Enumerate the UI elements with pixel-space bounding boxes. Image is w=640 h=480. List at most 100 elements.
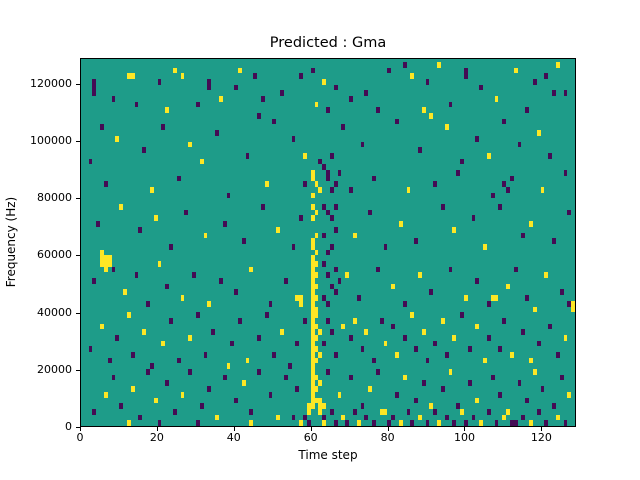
x-tick-label: 100 xyxy=(453,431,475,444)
heatmap-cell xyxy=(326,272,330,279)
heatmap-cell xyxy=(318,403,323,409)
heatmap-cell xyxy=(314,232,319,239)
heatmap-cell xyxy=(536,408,541,415)
heatmap-cell xyxy=(329,187,334,193)
heatmap-cell xyxy=(257,369,261,375)
heatmap-cell xyxy=(563,420,568,426)
heatmap-cell xyxy=(517,380,522,387)
heatmap-cell xyxy=(509,420,514,426)
heatmap-cell xyxy=(188,369,193,375)
heatmap-cell xyxy=(249,408,254,415)
heatmap-cell xyxy=(425,357,430,364)
heatmap-cell xyxy=(203,232,208,239)
heatmap-cell xyxy=(314,346,319,353)
heatmap-cell xyxy=(188,334,193,341)
heatmap-cell xyxy=(406,187,411,193)
heatmap-cell xyxy=(103,255,108,261)
heatmap-cell xyxy=(460,408,464,415)
heatmap-cell xyxy=(555,414,560,421)
heatmap-cell xyxy=(498,391,503,398)
heatmap-cell xyxy=(157,78,162,85)
heatmap-cell xyxy=(310,397,315,404)
heatmap-cell xyxy=(230,340,235,347)
heatmap-cell xyxy=(172,67,177,74)
heatmap-cell xyxy=(414,397,418,404)
heatmap-cell xyxy=(314,261,319,267)
heatmap-cell xyxy=(310,255,315,261)
heatmap-cell xyxy=(310,272,315,279)
heatmap-cell xyxy=(318,408,323,415)
heatmap-cell xyxy=(226,363,231,370)
heatmap-cell xyxy=(96,221,101,227)
heatmap-cell xyxy=(490,374,495,381)
heatmap-cell xyxy=(349,334,353,341)
heatmap-cell xyxy=(161,124,166,131)
heatmap-cell xyxy=(245,357,250,364)
heatmap-cell xyxy=(165,380,170,387)
heatmap-cell xyxy=(417,147,422,153)
heatmap-cell xyxy=(126,420,131,426)
heatmap-cell xyxy=(314,357,319,364)
heatmap-cell xyxy=(111,96,116,102)
chart-title: Predicted : Gma xyxy=(269,35,387,51)
x-tick-mark xyxy=(464,427,466,431)
heatmap-cell xyxy=(299,420,304,426)
heatmap-cell xyxy=(402,334,407,341)
heatmap-cell xyxy=(238,67,242,74)
heatmap-cell xyxy=(142,329,147,335)
x-tick-mark xyxy=(310,427,312,431)
heatmap-cell xyxy=(103,391,108,398)
heatmap-cell xyxy=(513,266,518,273)
heatmap-cell xyxy=(169,243,173,250)
heatmap-cell xyxy=(567,391,572,398)
heatmap-cell xyxy=(414,238,418,244)
heatmap-cell xyxy=(379,408,384,415)
heatmap-cell xyxy=(444,124,449,131)
heatmap-cell xyxy=(260,96,265,102)
x-tick-label: 0 xyxy=(76,431,84,444)
heatmap-cell xyxy=(134,101,139,108)
y-tick-label: 20000 xyxy=(37,362,72,376)
heatmap-cell xyxy=(525,295,530,301)
heatmap-cell xyxy=(360,141,365,148)
heatmap-cell xyxy=(322,403,327,409)
heatmap-cell xyxy=(494,96,499,102)
heatmap-cell xyxy=(322,78,327,85)
heatmap-cell xyxy=(176,357,181,364)
heatmap-cell xyxy=(398,221,403,227)
heatmap-cell xyxy=(326,175,330,182)
heatmap-cell xyxy=(310,374,315,381)
heatmap-cell xyxy=(410,312,415,318)
heatmap-cell xyxy=(222,374,227,381)
heatmap-cell xyxy=(410,420,415,426)
heatmap-cell xyxy=(314,283,319,290)
y-tick-label: 80000 xyxy=(37,191,72,205)
heatmap-cell xyxy=(536,130,541,136)
y-tick-mark xyxy=(76,198,80,200)
heatmap-cell xyxy=(310,380,315,387)
heatmap-cell xyxy=(310,306,315,313)
heatmap-cell xyxy=(318,187,323,193)
heatmap-cell xyxy=(471,215,476,222)
heatmap-cell xyxy=(552,403,556,409)
heatmap-cell xyxy=(333,420,338,426)
heatmap-cell xyxy=(310,334,315,341)
heatmap-cell xyxy=(207,84,212,91)
heatmap-cell xyxy=(107,261,112,267)
heatmap-cell xyxy=(563,90,568,96)
heatmap-cell xyxy=(107,357,112,364)
heatmap-cell xyxy=(544,73,549,79)
heatmap-cell xyxy=(360,403,365,409)
heatmap-cell xyxy=(257,334,261,341)
heatmap-cell xyxy=(548,152,553,159)
heatmap-cell xyxy=(486,152,491,159)
heatmap-cell xyxy=(387,420,392,426)
heatmap-cell xyxy=(463,295,468,301)
heatmap-cell xyxy=(552,238,556,244)
heatmap-cell xyxy=(425,420,430,426)
heatmap-cell xyxy=(176,175,181,182)
heatmap-cell xyxy=(372,357,376,364)
heatmap-cell xyxy=(444,414,449,421)
heatmap-cell xyxy=(383,408,388,415)
heatmap-cell xyxy=(532,306,537,313)
